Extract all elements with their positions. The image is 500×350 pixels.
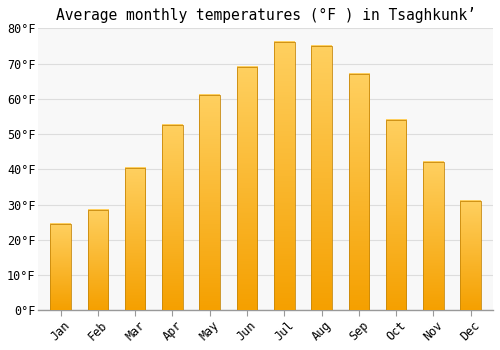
Title: Average monthly temperatures (°F ) in Tsaghkunkʼ: Average monthly temperatures (°F ) in Ts… [56, 7, 476, 23]
Bar [200, 95, 220, 310]
Bar [236, 67, 258, 310]
Bar [274, 42, 294, 310]
Bar [162, 125, 182, 310]
Bar [460, 201, 481, 310]
Bar [50, 224, 71, 310]
Bar [386, 120, 406, 310]
Bar [125, 168, 146, 310]
Bar [312, 46, 332, 310]
Bar [348, 74, 369, 310]
Bar [88, 210, 108, 310]
Bar [423, 162, 444, 310]
